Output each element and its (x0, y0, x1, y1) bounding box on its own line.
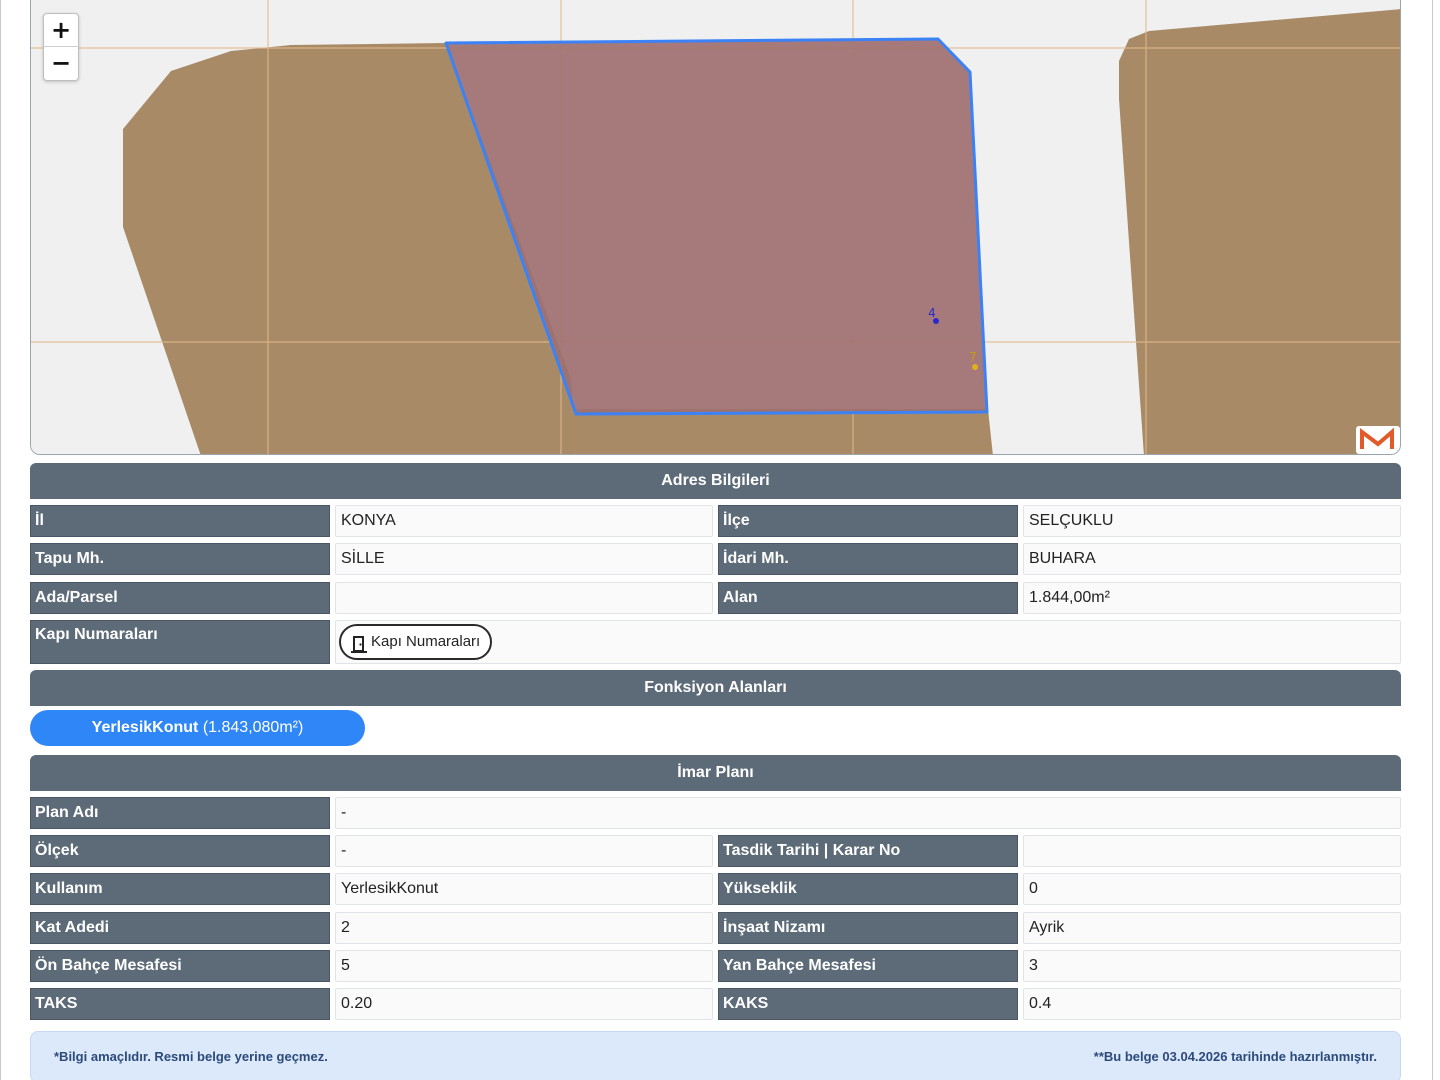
on-bahce-label: Ön Bahçe Mesafesi (30, 950, 330, 982)
kapi-numaralari-button-label: Kapı Numaraları (371, 633, 481, 650)
idari-mh-label: İdari Mh. (718, 543, 1018, 575)
disclaimer-text: *Bilgi amaçlıdır. Resmi belge yerine geç… (54, 1049, 328, 1064)
disclaimer-footer: *Bilgi amaçlıdır. Resmi belge yerine geç… (30, 1031, 1401, 1080)
on-bahce-value: 5 (335, 950, 713, 982)
yan-bahce-label: Yan Bahçe Mesafesi (718, 950, 1018, 982)
kapi-numaralari-label: Kapı Numaraları (30, 620, 330, 664)
zoom-control: + − (43, 13, 79, 81)
taks-label: TAKS (30, 988, 330, 1020)
map-canvas[interactable]: 4 7 (31, 0, 1401, 455)
kullanim-value: YerlesikKonut (335, 873, 713, 905)
il-value: KONYA (335, 505, 713, 537)
door-marker-7: 7 (969, 350, 978, 370)
ilce-label: İlçe (718, 505, 1018, 537)
alan-value: 1.844,00m² (1023, 582, 1401, 614)
olcek-value: - (335, 835, 713, 867)
yukseklik-label: Yükseklik (718, 873, 1018, 905)
neighbor-parcel-left (123, 43, 576, 454)
insaat-nizami-label: İnşaat Nizamı (718, 912, 1018, 944)
kat-adedi-label: Kat Adedi (30, 912, 330, 944)
neighbor-parcel-right (1119, 9, 1400, 454)
kapi-numaralari-button[interactable]: Kapı Numaraları (339, 624, 493, 660)
insaat-nizami-value: Ayrik (1023, 912, 1401, 944)
plan-adi-value: - (335, 797, 1401, 829)
yan-bahce-value: 3 (1023, 950, 1401, 982)
door-icon (351, 633, 367, 653)
kaks-value: 0.4 (1023, 988, 1401, 1020)
alan-label: Alan (718, 582, 1018, 614)
idari-mh-value: BUHARA (1023, 543, 1401, 575)
function-area-size: (1.843,080m²) (198, 719, 304, 736)
m-logo-icon[interactable] (1356, 426, 1400, 454)
marker-label-4: 4 (928, 306, 936, 320)
olcek-label: Ölçek (30, 835, 330, 867)
function-area-pill[interactable]: YerlesikKonut (1.843,080m²) (30, 710, 365, 746)
ada-parsel-value (335, 582, 713, 614)
fonksiyon-section-header: Fonksiyon Alanları (30, 670, 1401, 706)
zoom-in-button[interactable]: + (44, 14, 78, 47)
tapu-mh-value: SİLLE (335, 543, 713, 575)
imar-section-header: İmar Planı (30, 755, 1401, 791)
yukseklik-value: 0 (1023, 873, 1401, 905)
ada-parsel-label: Ada/Parsel (30, 582, 330, 614)
function-area-name: YerlesikKonut (91, 719, 199, 736)
page-right-border (1432, 0, 1433, 1080)
zoom-out-button[interactable]: − (50, 49, 72, 77)
door-marker-4: 4 (928, 306, 939, 324)
plan-adi-label: Plan Adı (30, 797, 330, 829)
il-label: İl (30, 505, 330, 537)
kapi-numaralari-cell (335, 620, 1401, 664)
parcel-map[interactable]: 4 7 + − (30, 0, 1401, 455)
prepared-date-text: **Bu belge 03.04.2026 tarihinde hazırlan… (1093, 1049, 1377, 1064)
neighbor-parcel-bottom (571, 409, 993, 454)
tasdik-value (1023, 835, 1401, 867)
kat-adedi-value: 2 (335, 912, 713, 944)
ilce-value: SELÇUKLU (1023, 505, 1401, 537)
tasdik-label: Tasdik Tarihi | Karar No (718, 835, 1018, 867)
kullanim-label: Kullanım (30, 873, 330, 905)
tapu-mh-label: Tapu Mh. (30, 543, 330, 575)
marker-label-7: 7 (969, 350, 977, 364)
kaks-label: KAKS (718, 988, 1018, 1020)
page-left-border (0, 0, 1, 1080)
taks-value: 0.20 (335, 988, 713, 1020)
address-section-header: Adres Bilgileri (30, 463, 1401, 499)
selected-parcel (444, 37, 989, 416)
